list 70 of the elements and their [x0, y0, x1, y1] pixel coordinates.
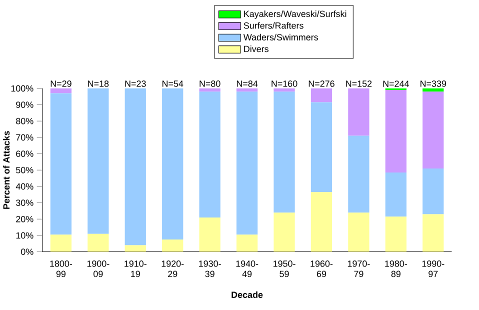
bar	[236, 91, 258, 234]
bar	[124, 88, 146, 246]
y-tick-label: 60%	[16, 150, 34, 157]
bar	[50, 93, 72, 234]
y-tick-label: 90%	[16, 101, 34, 108]
bar	[199, 88, 220, 92]
annotation: N=339	[420, 80, 446, 87]
bar	[422, 214, 444, 252]
x-tick-label: 1970-79	[348, 260, 370, 277]
x-tick-label: 1950-59	[273, 260, 296, 277]
bar	[50, 88, 72, 94]
x-tick-label: 1800-99	[50, 260, 72, 277]
bar	[162, 239, 184, 252]
y-tick-label: 20%	[16, 216, 34, 222]
y-tick-label: 30%	[16, 199, 34, 206]
bar	[348, 88, 370, 136]
y-tick-label: 100%	[11, 85, 34, 92]
bar	[50, 234, 72, 252]
bar	[385, 216, 406, 252]
annotation: N=152	[346, 80, 372, 87]
annotation: N=276	[308, 80, 334, 87]
annotation: N=84	[236, 80, 258, 87]
y-tick-label: 80%	[16, 118, 34, 124]
bar	[310, 102, 332, 192]
x-tick-label: 1930-39	[199, 260, 221, 277]
y-tick-label: 10%	[16, 232, 34, 238]
annotation: N=80	[200, 80, 220, 87]
bar	[162, 88, 184, 240]
x-axis-title: Decade	[232, 291, 263, 298]
bar	[274, 91, 295, 212]
bar	[385, 90, 406, 172]
bar	[274, 88, 295, 92]
bar	[274, 212, 295, 252]
x-tick-label: 1940-49	[236, 260, 258, 277]
y-tick-label: 0%	[21, 248, 34, 255]
bar	[310, 88, 332, 102]
bar	[124, 245, 146, 252]
x-tick-label: 1990-97	[422, 260, 444, 277]
bar	[422, 91, 444, 168]
bar	[348, 212, 370, 252]
bar	[348, 136, 370, 212]
x-tick-label: 1900-09	[87, 260, 110, 277]
annotation: N=54	[162, 80, 184, 87]
y-tick-label: 40%	[16, 183, 34, 190]
x-tick-label: 1960-69	[310, 260, 333, 277]
x-tick-label: 1980-89	[385, 260, 407, 277]
annotation: N=29	[50, 80, 72, 87]
y-tick-label: 50%	[16, 166, 34, 174]
bar	[199, 217, 220, 252]
x-tick-label: 1920-29	[162, 260, 184, 277]
annotation: N=244	[383, 80, 409, 87]
bar	[310, 192, 332, 252]
legend-label: Divers	[244, 45, 268, 52]
y-tick-label: 70%	[16, 134, 34, 140]
bar	[385, 172, 406, 216]
legend-label: Surfers/Rafters	[244, 22, 304, 29]
x-tick-label: 1910-19	[124, 260, 146, 277]
bar	[422, 88, 444, 92]
legend-label: Kayakers/Waveski/Surfski	[244, 10, 346, 19]
bar	[236, 234, 258, 252]
bar	[88, 234, 109, 252]
annotation: N=23	[125, 80, 146, 87]
legend-label: Waders/Swimmers	[243, 34, 318, 40]
y-axis-title: Percent of Attacks	[3, 130, 10, 209]
bar	[88, 88, 109, 234]
bar	[199, 91, 220, 218]
annotation: N=18	[88, 80, 109, 87]
bar	[236, 88, 258, 92]
bar	[422, 168, 444, 214]
annotation: N=160	[272, 80, 298, 87]
